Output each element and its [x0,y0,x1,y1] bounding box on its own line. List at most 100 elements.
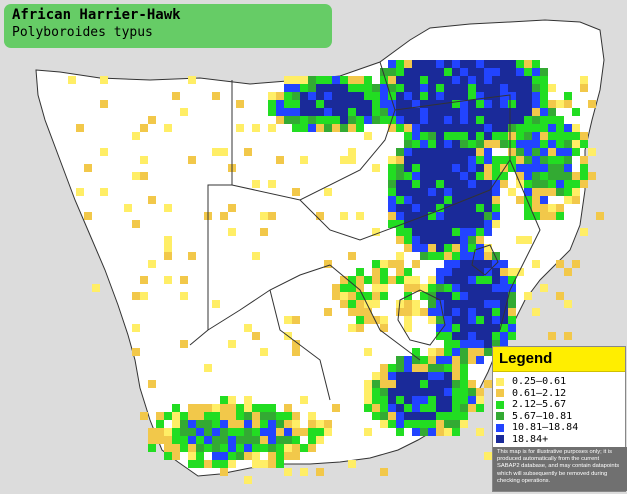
occurrence-cell [476,260,484,268]
occurrence-cell [236,412,244,420]
occurrence-cell [468,348,476,356]
occurrence-cell [436,156,444,164]
occurrence-cell [444,172,452,180]
occurrence-cell [396,124,404,132]
occurrence-cell [76,188,84,196]
occurrence-cell [436,84,444,92]
occurrence-cell [164,444,172,452]
occurrence-cell [476,300,484,308]
occurrence-cell [396,308,404,316]
occurrence-cell [396,388,404,396]
occurrence-cell [188,252,196,260]
occurrence-cell [308,412,316,420]
occurrence-cell [460,308,468,316]
occurrence-cell [436,212,444,220]
occurrence-cell [436,68,444,76]
occurrence-cell [484,228,492,236]
occurrence-cell [428,68,436,76]
occurrence-cell [268,420,276,428]
occurrence-cell [428,84,436,92]
occurrence-cell [276,444,284,452]
occurrence-cell [148,196,156,204]
occurrence-cell [164,244,172,252]
occurrence-cell [452,116,460,124]
occurrence-cell [412,428,420,436]
occurrence-cell [204,420,212,428]
occurrence-cell [428,76,436,84]
occurrence-cell [556,204,564,212]
occurrence-cell [532,116,540,124]
legend-label: 2.12–5.67 [512,399,567,411]
occurrence-cell [564,332,572,340]
occurrence-cell [548,132,556,140]
occurrence-cell [396,196,404,204]
occurrence-cell [484,252,492,260]
occurrence-cell [260,212,268,220]
occurrence-cell [476,116,484,124]
occurrence-cell [380,116,388,124]
occurrence-cell [292,100,300,108]
occurrence-cell [396,60,404,68]
occurrence-cell [540,284,548,292]
occurrence-cell [420,388,428,396]
occurrence-cell [428,116,436,124]
occurrence-cell [468,308,476,316]
occurrence-cell [84,164,92,172]
occurrence-cell [308,428,316,436]
occurrence-cell [540,172,548,180]
occurrence-cell [500,100,508,108]
occurrence-cell [492,108,500,116]
occurrence-cell [396,156,404,164]
occurrence-cell [452,316,460,324]
occurrence-cell [476,140,484,148]
occurrence-cell [436,388,444,396]
occurrence-cell [388,76,396,84]
occurrence-cell [500,108,508,116]
occurrence-cell [484,340,492,348]
occurrence-cell [420,140,428,148]
legend-panel: Legend 0.25–0.61 0.61–2.12 2.12–5.67 5.6… [492,346,627,492]
occurrence-cell [428,188,436,196]
occurrence-cell [508,164,516,172]
occurrence-cell [420,364,428,372]
occurrence-cell [460,100,468,108]
occurrence-cell [492,308,500,316]
occurrence-cell [524,292,532,300]
occurrence-cell [436,316,444,324]
occurrence-cell [508,284,516,292]
occurrence-cell [444,372,452,380]
occurrence-cell [460,236,468,244]
occurrence-cell [412,364,420,372]
occurrence-cell [388,124,396,132]
occurrence-cell [564,164,572,172]
occurrence-cell [332,116,340,124]
occurrence-cell [540,180,548,188]
occurrence-cell [524,76,532,84]
occurrence-cell [564,124,572,132]
occurrence-cell [404,164,412,172]
occurrence-cell [492,212,500,220]
eswatini-border [471,244,499,276]
occurrence-cell [532,172,540,180]
occurrence-cell [460,188,468,196]
occurrence-cell [460,396,468,404]
occurrence-cell [388,68,396,76]
occurrence-cell [460,132,468,140]
occurrence-cell [460,388,468,396]
occurrence-cell [436,428,444,436]
occurrence-cell [452,196,460,204]
occurrence-cell [468,108,476,116]
occurrence-cell [324,260,332,268]
occurrence-cell [556,100,564,108]
occurrence-cell [188,404,196,412]
occurrence-cell [452,212,460,220]
occurrence-cell [516,60,524,68]
occurrence-cell [228,204,236,212]
occurrence-cell [572,196,580,204]
occurrence-cell [356,268,364,276]
occurrence-cell [236,452,244,460]
occurrence-cell [148,380,156,388]
occurrence-cell [404,140,412,148]
occurrence-cell [444,284,452,292]
occurrence-cell [444,380,452,388]
